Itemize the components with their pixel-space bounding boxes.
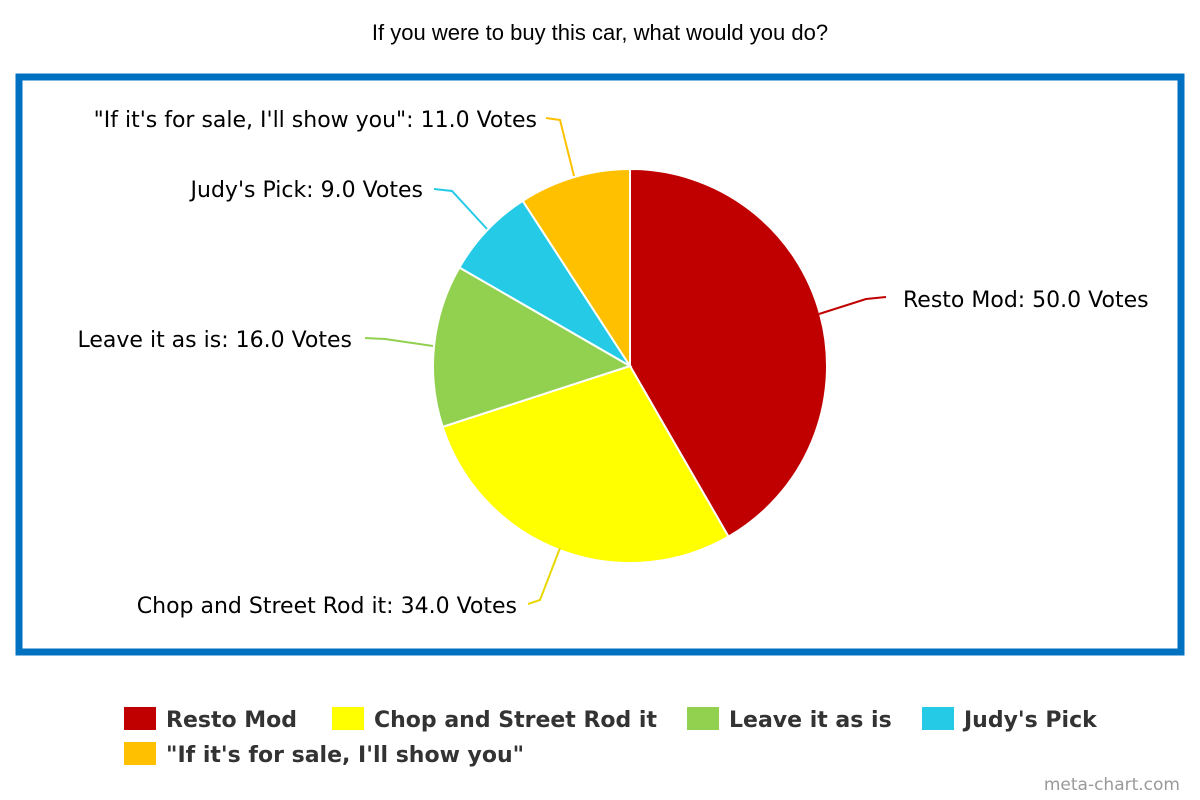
slice-label: Chop and Street Rod it: 34.0 Votes xyxy=(137,594,517,619)
legend-swatch xyxy=(332,707,364,730)
slice-label: Judy's Pick: 9.0 Votes xyxy=(189,178,423,203)
pie-slice xyxy=(521,167,631,370)
leader-line xyxy=(364,337,434,347)
legend-swatch xyxy=(124,742,156,765)
legend: Resto Mod Chop and Street Rod it Leave it … xyxy=(124,707,1098,768)
slice-label: Leave it as is: 16.0 Votes xyxy=(78,328,352,353)
slice-labels: Resto Mod: 50.0 Votes Chop and Street Rod… xyxy=(78,108,1149,619)
leader-line xyxy=(818,296,887,315)
chart-frame xyxy=(15,73,1185,656)
slice-label: "If it's for sale, I'll show you": 11.0 … xyxy=(94,108,537,133)
legend-label: Judy's Pick xyxy=(962,708,1098,733)
leader-line xyxy=(545,117,575,177)
pie-slice xyxy=(432,266,633,429)
legend-label: Resto Mod xyxy=(166,708,297,733)
pie-slices xyxy=(432,167,829,564)
legend-swatch xyxy=(124,707,156,730)
legend-swatch xyxy=(687,707,719,730)
leader-line xyxy=(527,547,561,605)
credit-text: meta-chart.com xyxy=(1044,775,1180,795)
pie-slice xyxy=(629,167,829,538)
legend-label: Chop and Street Rod it xyxy=(374,708,657,733)
legend-label: "If it's for sale, I'll show you" xyxy=(166,743,524,768)
slice-label: Resto Mod: 50.0 Votes xyxy=(903,288,1149,313)
legend-label: Leave it as is xyxy=(729,708,892,733)
leader-line xyxy=(433,188,488,230)
chart-title: If you were to buy this car, what would … xyxy=(372,20,828,45)
legend-swatch xyxy=(922,707,954,730)
leader-lines xyxy=(364,117,887,605)
